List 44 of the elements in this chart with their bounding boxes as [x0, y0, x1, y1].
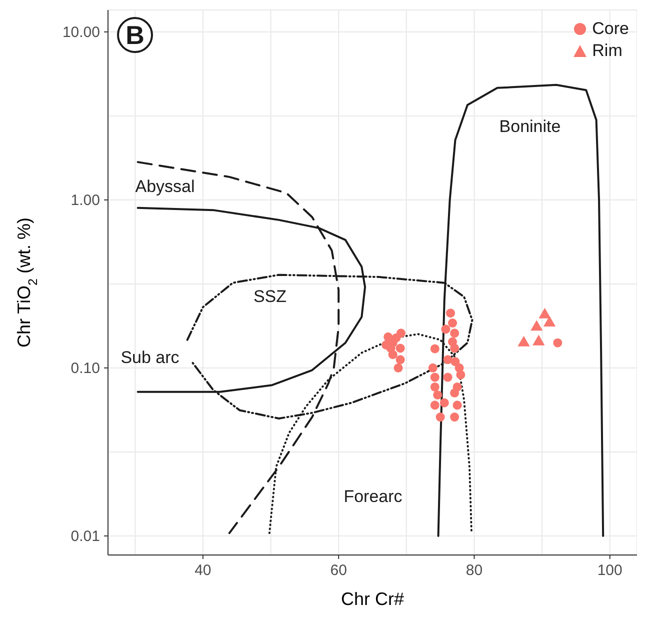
point — [440, 398, 449, 408]
point — [450, 328, 460, 338]
legend-label: Core — [592, 18, 629, 40]
y-tick-label: 0.10 — [70, 360, 100, 377]
point — [456, 370, 466, 380]
point — [430, 344, 440, 354]
point — [430, 400, 440, 410]
point — [392, 333, 401, 342]
point — [446, 308, 456, 318]
point — [436, 412, 445, 422]
point — [394, 363, 403, 372]
point — [450, 412, 460, 422]
point — [443, 355, 452, 364]
point — [450, 344, 460, 353]
annotation: Boninite — [499, 116, 561, 138]
point — [441, 324, 450, 334]
y-tick-label: 10.00 — [62, 24, 100, 41]
point — [450, 357, 460, 366]
x-tick-label: 40 — [194, 562, 212, 579]
point — [443, 372, 452, 382]
annotation: B — [117, 17, 153, 53]
annotation: SSZ — [253, 286, 287, 308]
point — [396, 355, 405, 364]
annotation: Sub arc — [120, 347, 180, 369]
point — [530, 320, 543, 331]
x-axis-title: Chr Cr# — [340, 589, 404, 609]
x-tick-label: 100 — [597, 562, 622, 579]
legend-label: Rim — [592, 40, 622, 62]
point — [430, 382, 440, 392]
annotation: Forearc — [344, 486, 402, 508]
point — [553, 338, 562, 348]
point — [428, 363, 438, 372]
x-tick-label: 60 — [330, 562, 347, 579]
y-tick-label: 1.00 — [70, 192, 100, 209]
x-tick-label: 80 — [466, 562, 483, 579]
annotation: Abyssal — [135, 176, 195, 198]
point — [452, 400, 462, 410]
point — [448, 318, 458, 328]
point — [433, 390, 442, 400]
point — [543, 316, 556, 327]
point — [450, 388, 460, 398]
y-tick-label: 0.01 — [70, 528, 100, 545]
point — [396, 344, 405, 353]
point — [430, 372, 440, 382]
